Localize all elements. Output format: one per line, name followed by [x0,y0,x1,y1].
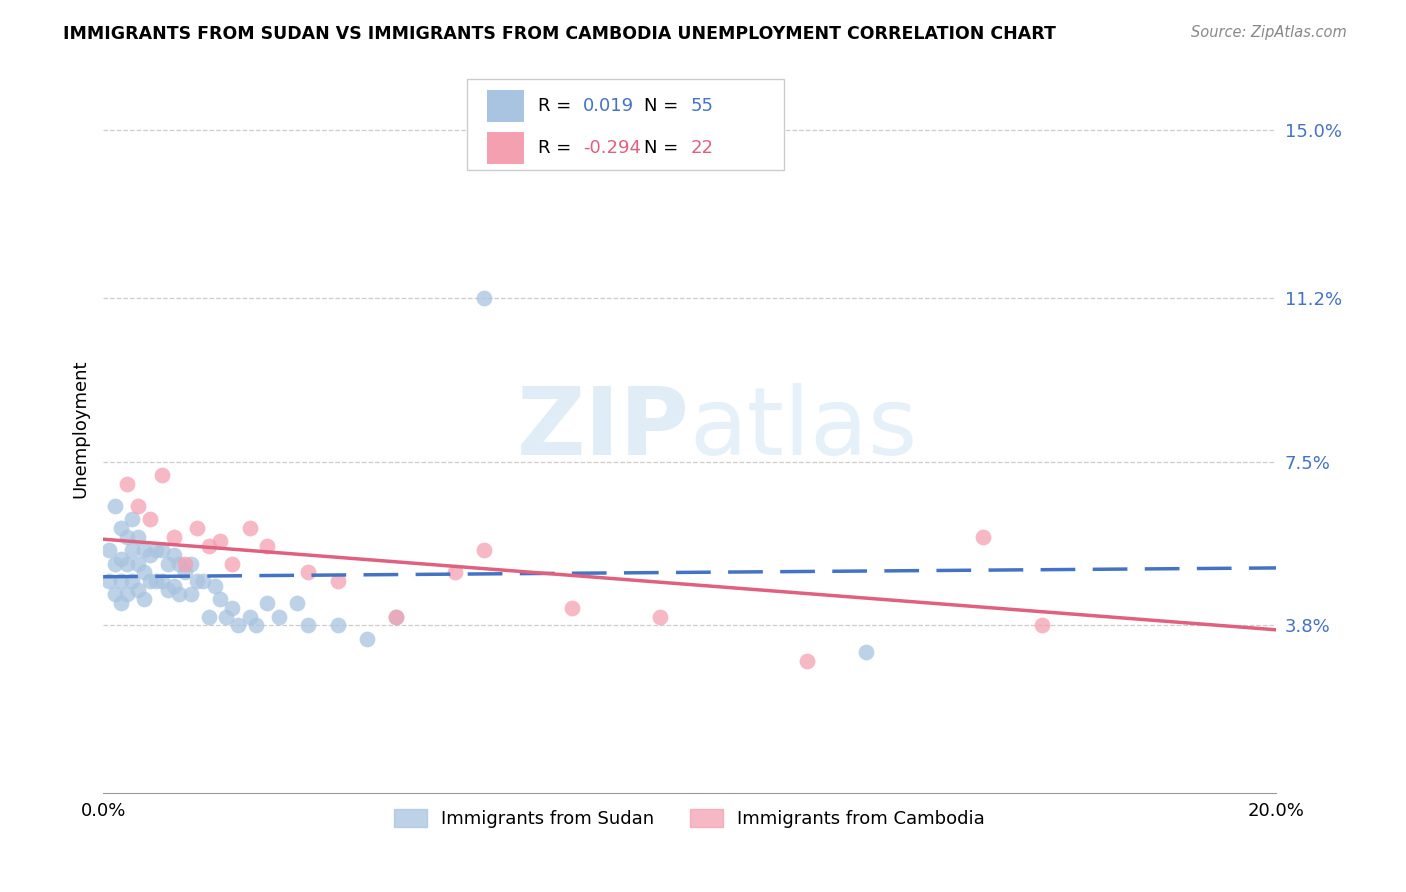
Point [121,512,143,526]
Point [186,521,208,535]
Text: ZIP: ZIP [517,383,690,475]
Point [98,543,121,558]
Point [221,557,243,571]
Point [104,499,127,513]
Point [215,609,238,624]
Point [139,548,162,562]
Text: 0.019: 0.019 [583,96,634,115]
Point [180,587,202,601]
Text: N =: N = [644,139,683,157]
Point [855,645,877,659]
Point [204,579,226,593]
Point [134,566,156,580]
FancyBboxPatch shape [467,78,783,169]
Point [297,566,319,580]
Point [197,609,219,624]
Point [561,600,583,615]
Point [115,557,138,571]
Point [186,574,208,589]
Point [256,596,278,610]
Point [127,557,149,571]
Point [121,543,143,558]
Text: 55: 55 [690,96,714,115]
Point [444,566,467,580]
Point [110,596,132,610]
Text: IMMIGRANTS FROM SUDAN VS IMMIGRANTS FROM CAMBODIA UNEMPLOYMENT CORRELATION CHART: IMMIGRANTS FROM SUDAN VS IMMIGRANTS FROM… [63,25,1056,43]
Point [162,530,184,544]
Point [180,557,202,571]
Text: 22: 22 [690,139,714,157]
Point [156,582,179,597]
Point [139,512,162,526]
Point [127,582,149,597]
Point [174,557,197,571]
Point [134,591,156,606]
Point [326,574,349,589]
Point [134,543,156,558]
Point [162,548,184,562]
Point [115,530,138,544]
FancyBboxPatch shape [486,90,524,121]
Text: R =: R = [538,96,578,115]
Point [239,521,262,535]
Point [145,574,167,589]
Point [150,574,173,589]
Point [150,468,173,483]
Legend: Immigrants from Sudan, Immigrants from Cambodia: Immigrants from Sudan, Immigrants from C… [387,802,993,836]
Text: atlas: atlas [690,383,918,475]
Point [110,521,132,535]
Y-axis label: Unemployment: Unemployment [72,359,89,498]
Point [104,557,127,571]
Point [269,609,291,624]
Point [127,530,149,544]
Point [110,552,132,566]
Point [127,499,149,513]
Point [385,609,408,624]
Point [156,557,179,571]
Point [197,539,219,553]
Point [98,574,121,589]
Point [110,574,132,589]
Point [385,609,408,624]
Text: R =: R = [538,139,578,157]
Point [796,654,818,668]
Point [209,534,232,549]
Point [115,587,138,601]
Point [356,632,378,646]
Text: -0.294: -0.294 [583,139,641,157]
Point [121,574,143,589]
Point [285,596,308,610]
Text: Source: ZipAtlas.com: Source: ZipAtlas.com [1191,25,1347,40]
Point [221,600,243,615]
Text: N =: N = [644,96,683,115]
Point [174,566,197,580]
Point [650,609,672,624]
Point [191,574,214,589]
Point [239,609,262,624]
Point [169,587,191,601]
Point [245,618,267,632]
Point [256,539,278,553]
Point [474,543,496,558]
Point [1031,618,1053,632]
Point [326,618,349,632]
Point [104,587,127,601]
FancyBboxPatch shape [486,132,524,163]
Point [139,574,162,589]
Point [169,557,191,571]
Point [209,591,232,606]
Point [226,618,249,632]
Point [297,618,319,632]
Point [150,543,173,558]
Point [972,530,994,544]
Point [474,291,496,305]
Point [162,579,184,593]
Point [145,543,167,558]
Point [115,477,138,491]
